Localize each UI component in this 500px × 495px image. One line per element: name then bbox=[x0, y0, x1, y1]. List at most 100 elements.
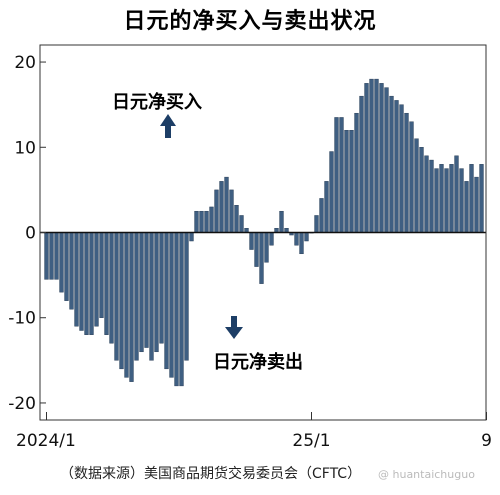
bar bbox=[464, 181, 469, 233]
x-tick-label: 2024/1 bbox=[16, 431, 76, 451]
bar bbox=[374, 78, 379, 233]
y-tick-label: 10 bbox=[14, 138, 36, 158]
bar bbox=[179, 232, 184, 387]
bar bbox=[59, 232, 64, 293]
bar bbox=[159, 232, 164, 344]
bar bbox=[224, 176, 229, 233]
bar bbox=[329, 151, 334, 233]
bar bbox=[64, 232, 69, 301]
bar bbox=[269, 232, 274, 246]
bar bbox=[429, 159, 434, 233]
bar bbox=[404, 112, 409, 233]
bar bbox=[359, 95, 364, 233]
bar bbox=[154, 232, 159, 353]
bar bbox=[174, 232, 179, 387]
bar bbox=[214, 189, 219, 233]
bar bbox=[339, 117, 344, 233]
bar bbox=[319, 198, 324, 233]
bar bbox=[479, 164, 484, 233]
bar bbox=[419, 147, 424, 233]
bar bbox=[109, 232, 114, 344]
bar bbox=[119, 232, 124, 370]
bar bbox=[89, 232, 94, 335]
annotation-buy: 日元净买入 bbox=[112, 91, 202, 113]
bar bbox=[334, 117, 339, 233]
bar bbox=[434, 168, 439, 233]
bar bbox=[79, 232, 84, 331]
bar bbox=[149, 232, 154, 361]
bar bbox=[454, 155, 459, 233]
bar bbox=[369, 78, 374, 233]
bar bbox=[449, 164, 454, 233]
bar bbox=[104, 232, 109, 335]
bar bbox=[99, 232, 104, 318]
bar bbox=[379, 83, 384, 233]
bar bbox=[94, 232, 99, 327]
bar bbox=[129, 232, 134, 382]
bar bbox=[389, 95, 394, 233]
bar bbox=[299, 232, 304, 255]
bar bbox=[69, 232, 74, 310]
bar bbox=[469, 164, 474, 233]
bar bbox=[254, 232, 259, 267]
bar bbox=[234, 205, 239, 233]
bar bbox=[139, 232, 144, 353]
annotation-sell: 日元净卖出 bbox=[213, 351, 303, 373]
bar bbox=[314, 215, 319, 233]
bar bbox=[444, 168, 449, 233]
bar bbox=[219, 181, 224, 233]
bar bbox=[474, 176, 479, 233]
bar bbox=[414, 138, 419, 233]
bar bbox=[194, 210, 199, 233]
arrow-down-icon bbox=[225, 316, 243, 339]
bar bbox=[144, 232, 149, 348]
bar bbox=[304, 232, 309, 242]
bar bbox=[399, 104, 404, 233]
bar bbox=[279, 210, 284, 233]
bar bbox=[184, 232, 189, 361]
bar bbox=[209, 206, 214, 233]
bar bbox=[249, 232, 254, 250]
bar bbox=[199, 210, 204, 233]
bar bbox=[114, 232, 119, 361]
watermark: @ huantaichuguo bbox=[378, 468, 475, 481]
bar bbox=[344, 130, 349, 233]
bar bbox=[384, 87, 389, 233]
bar bbox=[394, 100, 399, 233]
x-tick-label: 9 bbox=[481, 431, 492, 451]
bar bbox=[84, 232, 89, 335]
y-tick-label: -10 bbox=[8, 309, 36, 329]
bar bbox=[259, 232, 264, 284]
y-tick-label: 20 bbox=[14, 53, 36, 73]
bar-series bbox=[44, 78, 484, 387]
bar bbox=[439, 164, 444, 233]
bar bbox=[324, 181, 329, 233]
bar bbox=[74, 232, 79, 327]
bar bbox=[354, 112, 359, 233]
bar bbox=[239, 215, 244, 233]
arrow-up-icon bbox=[160, 114, 176, 138]
y-tick-label: 0 bbox=[25, 224, 36, 244]
bar bbox=[424, 155, 429, 233]
bar bbox=[189, 232, 194, 242]
x-tick-label: 25/1 bbox=[292, 431, 330, 451]
bar bbox=[54, 232, 59, 280]
bar bbox=[459, 168, 464, 233]
bar bbox=[264, 232, 269, 263]
bar bbox=[169, 232, 174, 378]
bar bbox=[44, 232, 49, 280]
bar bbox=[364, 83, 369, 233]
bar bbox=[49, 232, 54, 280]
bar bbox=[204, 210, 209, 233]
bar bbox=[164, 232, 169, 370]
bar bbox=[294, 232, 299, 246]
chart-title: 日元的净买入与卖出状况 bbox=[123, 8, 376, 34]
bar bbox=[124, 232, 129, 378]
bar bbox=[229, 189, 234, 233]
bar bbox=[134, 232, 139, 361]
bar bbox=[409, 121, 414, 233]
source-note: （数据来源）美国商品期货交易委员会（CFTC） bbox=[60, 465, 361, 482]
bar bbox=[349, 130, 354, 233]
y-tick-label: -20 bbox=[8, 394, 36, 414]
